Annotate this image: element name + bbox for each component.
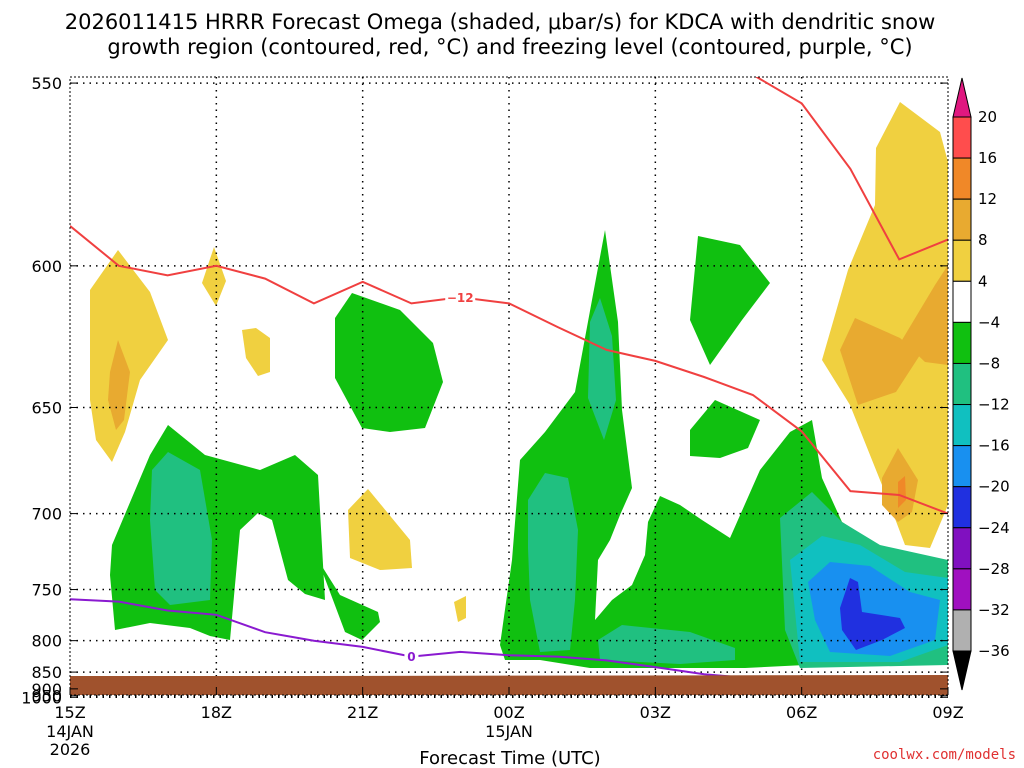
y-tick-label: 650 [31, 399, 62, 418]
omega-region-negative [690, 400, 760, 458]
colorbar-label: −4 [978, 313, 1000, 331]
omega-region-negative [318, 560, 380, 640]
x-tick-date: 15JAN [485, 722, 533, 741]
colorbar-top-triangle [952, 77, 972, 118]
colorbar-label: 8 [978, 231, 988, 249]
colorbar-swatch [952, 609, 972, 652]
colorbar-swatch [952, 157, 972, 200]
x-tick-label: 03Z [640, 703, 671, 722]
y-tick-label: 600 [31, 257, 62, 276]
x-tick-date: 14JAN [46, 722, 94, 741]
x-axis-label: Forecast Time (UTC) [419, 748, 600, 768]
x-tick-label: 21Z [347, 703, 378, 722]
x-tick-label: 06Z [786, 703, 817, 722]
y-axis-ticks: 2503003504004505005506006507007508008509… [21, 74, 948, 707]
x-tick-label: 00Z [493, 703, 524, 722]
omega-region-negative [808, 562, 940, 656]
y-tick-label: 700 [31, 505, 62, 524]
colorbar-label: −28 [978, 560, 1010, 578]
credit-text: coolwx.com/models [873, 747, 1016, 763]
omega-region-positive [902, 265, 948, 365]
chart-title-line1: 2026011415 HRRR Forecast Omega (shaded, … [65, 10, 936, 34]
colorbar-label: −36 [978, 642, 1010, 660]
colorbar-swatch [952, 321, 972, 364]
colorbar: 20 16 12 8 4 −4 −8 −12 −16 −20 −24 −28 −32 −36 [952, 77, 1010, 691]
omega-region-positive [840, 318, 920, 405]
y-tick-label: 750 [31, 581, 62, 600]
colorbar-swatch [952, 445, 972, 488]
y-tick-label: 1000 [21, 688, 62, 707]
contour-label-bg [404, 649, 419, 664]
chart-title-line2: growth region (contoured, red, °C) and f… [107, 35, 912, 59]
colorbar-swatch [952, 198, 972, 241]
omega-region-negative [528, 473, 578, 652]
colorbar-label: −12 [978, 396, 1010, 414]
colorbar-swatch [952, 239, 972, 282]
omega-region-negative [840, 578, 905, 650]
omega-region-positive [454, 596, 466, 622]
y-tick-label: 800 [31, 632, 62, 651]
colorbar-swatch [952, 116, 972, 159]
omega-region-positive [202, 247, 226, 306]
colorbar-swatch [952, 568, 972, 611]
omega-region-negative [335, 293, 443, 432]
colorbar-bottom-triangle [952, 650, 972, 691]
omega-region-negative [588, 298, 616, 440]
ground-surface [70, 676, 948, 695]
omega-region-positive [108, 340, 130, 430]
x-tick-year: 2026 [50, 740, 91, 759]
x-tick-label: 18Z [201, 703, 232, 722]
omega-region-negative [150, 452, 212, 605]
ground-surface-top [70, 675, 948, 681]
colorbar-label: −32 [978, 601, 1010, 619]
omega-region-positive [898, 476, 906, 508]
x-tick-label: 09Z [932, 703, 963, 722]
colorbar-swatch [952, 404, 972, 447]
colorbar-swatch [952, 527, 972, 570]
contour-dgz-minus12 [70, 225, 948, 515]
colorbar-label: −16 [978, 437, 1010, 455]
colorbar-label: 4 [978, 272, 988, 290]
colorbar-swatch [952, 486, 972, 529]
omega-region-negative [690, 236, 770, 365]
vertical-gridlines [215, 77, 803, 695]
contour-label-bg [445, 290, 476, 305]
y-tick-label: 950 [31, 687, 62, 706]
contour-label-freezing-level-0: 0 [407, 650, 415, 664]
omega-region-positive [348, 489, 412, 570]
plot-area [90, 102, 948, 668]
omega-region-positive [822, 102, 948, 548]
omega-region-positive [242, 328, 270, 376]
omega-region-negative [110, 425, 325, 640]
colorbar-swatch [952, 362, 972, 406]
colorbar-label: −24 [978, 519, 1010, 537]
colorbar-swatch [952, 280, 972, 323]
x-tick-label: 15Z [54, 703, 85, 722]
y-tick-label: 550 [31, 74, 62, 93]
omega-region-positive [90, 250, 168, 462]
colorbar-label: 12 [978, 190, 997, 208]
omega-shading [90, 102, 948, 668]
colorbar-label: −20 [978, 478, 1010, 496]
contour-dgz-minus18 [754, 77, 948, 261]
omega-region-negative [598, 625, 735, 664]
y-tick-label: 850 [31, 663, 62, 682]
colorbar-label: −8 [978, 354, 1000, 372]
colorbar-label: 20 [978, 108, 997, 126]
y-tick-label: 900 [31, 680, 62, 699]
colorbar-label: 16 [978, 149, 997, 167]
contour-label-dgz-minus12: −12 [447, 291, 474, 305]
